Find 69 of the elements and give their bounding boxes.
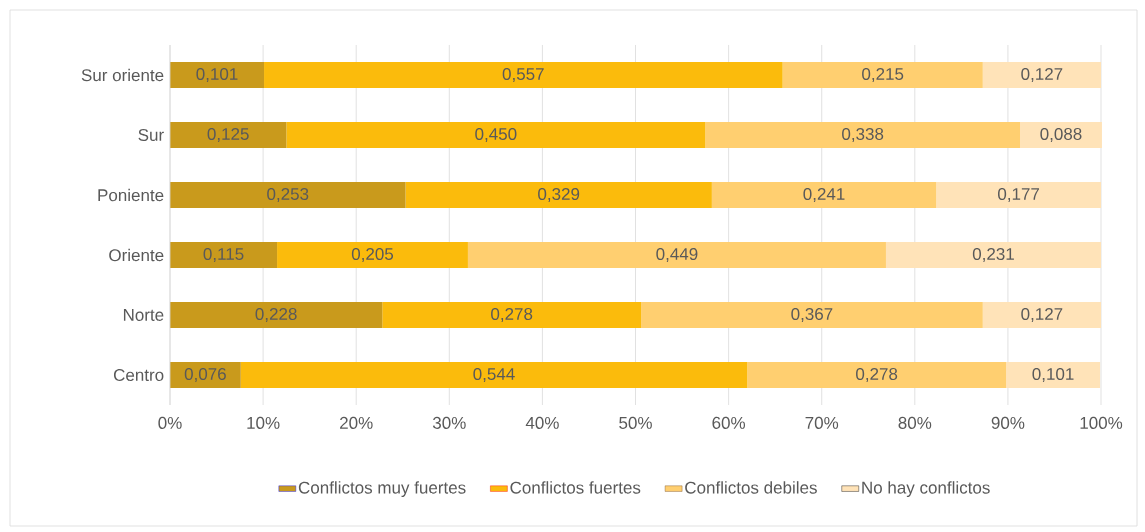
x-tick-label: 20% <box>340 416 373 429</box>
data-label: 0,125 <box>207 127 249 143</box>
bar <box>641 302 983 328</box>
data-label: 0,367 <box>791 307 833 323</box>
bar <box>982 302 1102 328</box>
bar <box>277 242 468 268</box>
x-tick-label: 80% <box>898 416 932 429</box>
legend-label: Conflictos fuertes <box>510 481 641 494</box>
x-tick-label: 70% <box>805 416 839 429</box>
data-label: 0,278 <box>856 367 898 383</box>
y-tick-label: Sur <box>138 128 164 142</box>
bar <box>936 182 1102 208</box>
data-label: 0,241 <box>803 187 845 203</box>
bar <box>264 62 783 88</box>
bar <box>170 362 241 388</box>
data-label: 0,115 <box>203 247 244 263</box>
bar <box>982 62 1102 88</box>
data-label: 0,338 <box>842 127 884 143</box>
x-tick-label: 30% <box>432 416 466 429</box>
data-label: 0,127 <box>1021 67 1063 83</box>
data-label: 0,101 <box>196 67 238 83</box>
bar <box>747 362 1007 388</box>
data-label: 0,205 <box>351 247 394 263</box>
data-label: 0,088 <box>1040 127 1082 143</box>
bar <box>1006 362 1101 388</box>
x-tick-label: 100% <box>1080 416 1123 429</box>
bar <box>170 302 383 328</box>
data-label: 0,253 <box>267 187 309 203</box>
data-label: 0,449 <box>656 247 698 263</box>
data-label: 0,076 <box>184 367 226 383</box>
y-tick-label: Norte <box>123 309 164 321</box>
data-label: 0,101 <box>1032 367 1074 383</box>
bar <box>711 182 937 208</box>
data-label: 0,557 <box>502 67 544 83</box>
data-label: 0,231 <box>972 247 1014 263</box>
x-tick-label: 10% <box>247 416 280 429</box>
legend-label: Conflictos muy fuertes <box>298 481 466 498</box>
x-tick-label: 60% <box>712 416 746 429</box>
x-tick-label: 40% <box>525 416 559 429</box>
y-tick-label: Oriente <box>109 248 164 262</box>
legend-label: Conflictos debiles <box>685 481 817 494</box>
legend-label: No hay conflictos <box>862 481 990 498</box>
data-label: 0,215 <box>862 67 904 83</box>
data-label: 0,450 <box>475 127 517 143</box>
bar <box>405 182 712 208</box>
y-tick-label: Sur oriente <box>81 68 164 82</box>
bar <box>286 122 706 148</box>
bar <box>705 122 1021 148</box>
bar <box>782 62 983 88</box>
bar <box>170 122 287 148</box>
data-label: 0,278 <box>491 307 533 323</box>
bar <box>170 62 265 88</box>
data-label: 0,177 <box>998 187 1040 203</box>
bar <box>1020 122 1102 148</box>
data-label: 0,127 <box>1021 307 1063 323</box>
x-tick-label: 90% <box>991 416 1025 429</box>
data-label: 0,228 <box>255 307 297 323</box>
bar <box>382 302 642 328</box>
x-tick-label: 0% <box>158 416 182 429</box>
data-label: 0,329 <box>538 187 580 203</box>
y-tick-label: Centro <box>113 368 164 382</box>
bar <box>170 182 406 208</box>
x-tick-label: 50% <box>619 416 652 429</box>
bar <box>885 242 1102 268</box>
bar <box>170 242 278 268</box>
bar <box>467 242 886 268</box>
y-tick-label: Poniente <box>98 188 164 202</box>
bar <box>240 362 748 388</box>
data-label: 0,544 <box>473 367 515 383</box>
